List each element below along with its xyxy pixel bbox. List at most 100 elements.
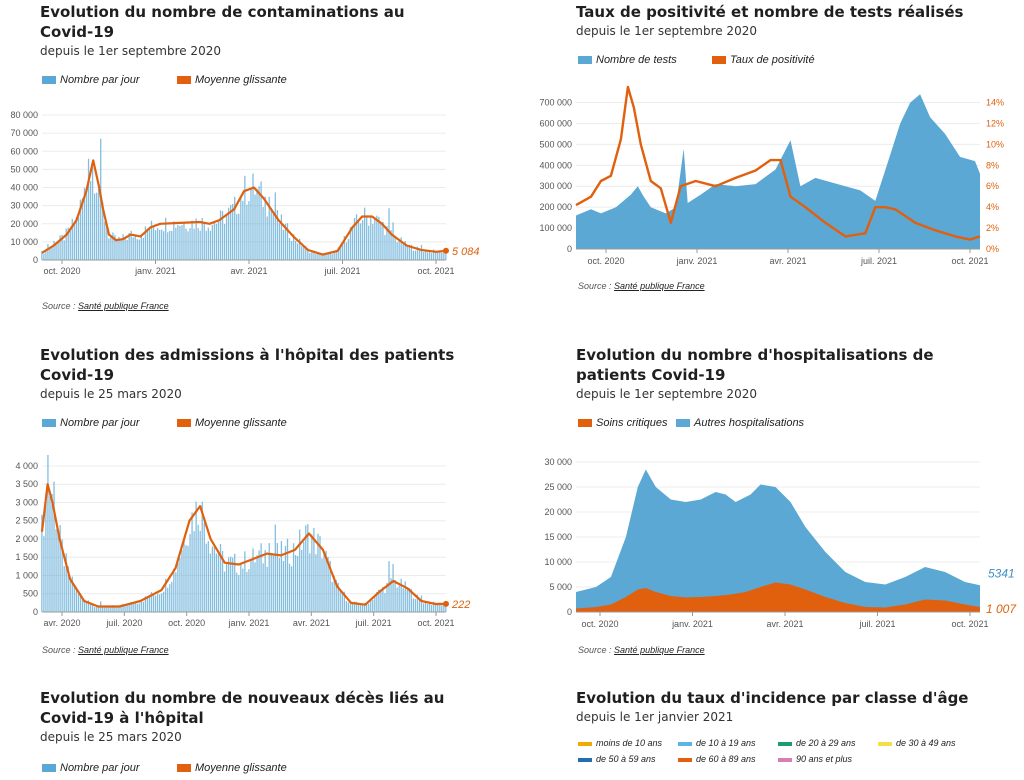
legend-item[interactable]: Moyenne glissante bbox=[177, 74, 287, 86]
bar bbox=[71, 218, 73, 260]
bar bbox=[435, 603, 437, 612]
bar bbox=[160, 229, 163, 260]
bar bbox=[404, 240, 406, 260]
x-tick-label: oct. 2020 bbox=[43, 266, 80, 276]
bar bbox=[179, 226, 181, 260]
panel-admissions: Evolution des admissions à l'hôpital des… bbox=[40, 345, 460, 401]
bar bbox=[179, 557, 181, 612]
legend-item[interactable]: de 10 à 19 ans bbox=[678, 738, 756, 748]
bar bbox=[177, 562, 179, 612]
bar bbox=[292, 543, 295, 612]
bar bbox=[221, 551, 224, 612]
bar bbox=[71, 576, 73, 612]
bar bbox=[280, 541, 283, 612]
bar bbox=[187, 545, 189, 612]
bar bbox=[441, 605, 443, 612]
bar bbox=[205, 543, 207, 612]
bar bbox=[191, 220, 193, 260]
bar bbox=[96, 192, 98, 260]
bar bbox=[146, 228, 149, 260]
bar bbox=[246, 204, 248, 260]
bar bbox=[98, 189, 100, 260]
bar bbox=[148, 229, 151, 260]
legend-item[interactable]: de 60 à 89 ans bbox=[678, 754, 756, 764]
bar bbox=[353, 218, 356, 260]
bar bbox=[400, 578, 402, 612]
bar bbox=[258, 186, 260, 260]
legend-item[interactable]: de 20 à 29 ans bbox=[778, 738, 856, 748]
legend-item[interactable]: Nombre par jour bbox=[42, 417, 139, 429]
bar bbox=[311, 534, 313, 612]
bar bbox=[408, 245, 410, 260]
y-tick-label: 2 000 bbox=[15, 534, 38, 544]
legend-item[interactable]: 90 ans et plus bbox=[778, 754, 852, 764]
legend-item[interactable]: Nombre par jour bbox=[42, 74, 139, 86]
legend-item[interactable]: Nombre de tests bbox=[578, 54, 677, 66]
bar bbox=[191, 512, 193, 612]
source-link[interactable]: Santé publique France bbox=[78, 301, 169, 311]
bar bbox=[331, 253, 333, 260]
bar bbox=[138, 239, 140, 260]
bar bbox=[246, 571, 248, 612]
bar bbox=[217, 554, 220, 612]
bar bbox=[124, 238, 126, 260]
legend-item[interactable]: Moyenne glissante bbox=[177, 762, 287, 774]
source-note: Source : Santé publique France bbox=[578, 281, 705, 291]
bar bbox=[150, 592, 153, 612]
bar bbox=[189, 534, 191, 612]
bar bbox=[443, 604, 445, 612]
bar bbox=[201, 218, 203, 260]
bar bbox=[301, 246, 303, 260]
source-link[interactable]: Santé publique France bbox=[614, 645, 705, 655]
bar bbox=[213, 546, 216, 612]
legend-item[interactable]: de 30 à 49 ans bbox=[878, 738, 956, 748]
bar bbox=[65, 228, 67, 260]
y-tick-label: 20 000 bbox=[544, 507, 572, 517]
bar bbox=[144, 226, 147, 260]
x-tick-label: avr. 2021 bbox=[293, 618, 330, 628]
bar bbox=[378, 216, 380, 260]
legend-item[interactable]: Autres hospitalisations bbox=[676, 417, 804, 429]
bar bbox=[234, 196, 236, 260]
bar bbox=[81, 198, 84, 260]
bar bbox=[136, 239, 138, 260]
bar bbox=[372, 599, 374, 612]
source-link[interactable]: Santé publique France bbox=[78, 645, 169, 655]
y-tick-label: 30 000 bbox=[10, 201, 38, 211]
bar bbox=[272, 555, 274, 612]
bar bbox=[284, 223, 287, 260]
y2-tick-label: 8% bbox=[986, 160, 999, 170]
legend-item[interactable]: Soins critiques bbox=[578, 417, 668, 429]
bar bbox=[158, 594, 161, 612]
bar bbox=[102, 202, 104, 260]
bar bbox=[144, 596, 147, 612]
bar bbox=[305, 246, 307, 260]
legend-item[interactable]: moins de 10 ans bbox=[578, 738, 662, 748]
bar bbox=[333, 575, 335, 612]
bar bbox=[331, 581, 333, 612]
bar bbox=[262, 206, 264, 260]
bar bbox=[53, 240, 55, 260]
legend-item[interactable]: de 50 à 59 ans bbox=[578, 754, 656, 764]
bar bbox=[79, 593, 82, 612]
legend-item[interactable]: Moyenne glissante bbox=[177, 417, 287, 429]
bar bbox=[230, 556, 232, 612]
legend: Nombre par jour Moyenne glissante bbox=[42, 762, 442, 776]
legend-item[interactable]: Taux de positivité bbox=[712, 54, 815, 66]
y-tick-label: 1 500 bbox=[15, 552, 38, 562]
bar bbox=[41, 251, 43, 260]
bar bbox=[274, 192, 276, 260]
bar bbox=[372, 224, 374, 260]
bar bbox=[418, 248, 421, 260]
y-tick-label: 300 000 bbox=[539, 181, 572, 191]
bar bbox=[248, 569, 250, 612]
bar bbox=[65, 553, 67, 612]
bar bbox=[370, 599, 372, 612]
panel-tests: Taux de positivité et nombre de tests ré… bbox=[576, 2, 1016, 38]
y-tick-label: 0 bbox=[567, 607, 572, 617]
bar bbox=[89, 604, 92, 612]
bar bbox=[311, 250, 313, 260]
legend-item[interactable]: Nombre par jour bbox=[42, 762, 139, 774]
source-link[interactable]: Santé publique France bbox=[614, 281, 705, 291]
line-taux-de-positivite bbox=[575, 85, 981, 241]
